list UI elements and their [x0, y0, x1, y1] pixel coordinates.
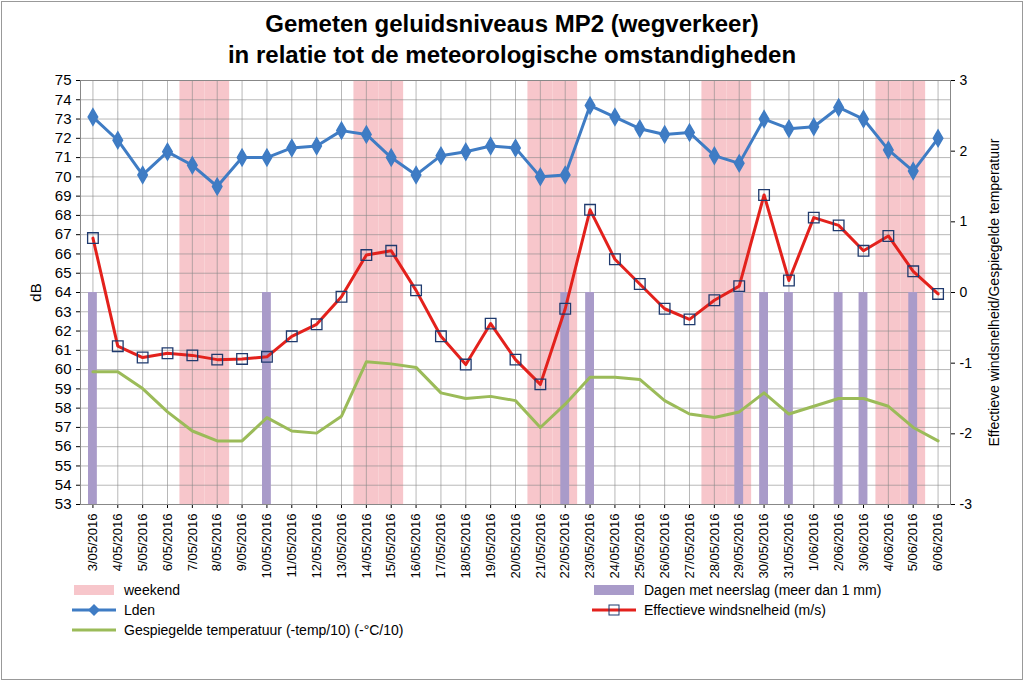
- svg-text:56: 56: [55, 437, 72, 454]
- svg-text:9/05/2016: 9/05/2016: [234, 514, 249, 572]
- svg-text:16/05/2016: 16/05/2016: [408, 514, 423, 579]
- svg-text:74: 74: [55, 91, 72, 108]
- svg-text:1/06/2016: 1/06/2016: [806, 514, 821, 572]
- svg-text:18/05/2016: 18/05/2016: [458, 514, 473, 579]
- svg-text:-1: -1: [960, 355, 973, 371]
- svg-text:6/06/2016: 6/06/2016: [930, 514, 945, 572]
- svg-text:15/05/2016: 15/05/2016: [383, 514, 398, 579]
- html-text:Gemeten geluidsniveaus MP2 (we: Gemeten geluidsniveaus MP2 (wegverkeer): [265, 10, 759, 37]
- svg-text:12/05/2016: 12/05/2016: [309, 514, 324, 579]
- html-text:in relatie tot de meteorologis: in relatie tot de meteorologische omstan…: [228, 41, 796, 68]
- html-text:Lden: Lden: [124, 602, 156, 618]
- svg-text:29/05/2016: 29/05/2016: [731, 514, 746, 579]
- html-text:weekend: weekend: [124, 582, 180, 598]
- svg-text:59: 59: [55, 380, 72, 397]
- svg-text:10/05/2016: 10/05/2016: [259, 514, 274, 579]
- svg-text:Effectieve windsnelheid/Gespie: Effectieve windsnelheid/Gespiegelde temp…: [986, 138, 1002, 446]
- svg-text:75: 75: [55, 71, 72, 88]
- svg-text:5/05/2016: 5/05/2016: [135, 514, 150, 572]
- svg-text:65: 65: [55, 264, 72, 281]
- svg-text:25/05/2016: 25/05/2016: [632, 514, 647, 579]
- svg-text:27/05/2016: 27/05/2016: [682, 514, 697, 579]
- svg-text:57: 57: [55, 418, 72, 435]
- svg-text:66: 66: [55, 245, 72, 262]
- svg-text:26/05/2016: 26/05/2016: [657, 514, 672, 579]
- html-text:Effectieve windsnelheid (m/s): Effectieve windsnelheid (m/s): [644, 602, 826, 618]
- svg-text:30/05/2016: 30/05/2016: [756, 514, 771, 579]
- html-text:Gespiegelde temperatuur (-temp: Gespiegelde temperatuur (-temp/10) (-°C/…: [124, 622, 404, 638]
- svg-text:6/05/2016: 6/05/2016: [160, 514, 175, 572]
- svg-text:58: 58: [55, 399, 72, 416]
- svg-text:2: 2: [960, 143, 968, 159]
- svg-text:3/05/2016: 3/05/2016: [85, 514, 100, 572]
- svg-text:19/05/2016: 19/05/2016: [483, 514, 498, 579]
- svg-text:7/05/2016: 7/05/2016: [185, 514, 200, 572]
- svg-text:61: 61: [55, 341, 72, 358]
- svg-text:24/05/2016: 24/05/2016: [607, 514, 622, 579]
- svg-text:dB: dB: [27, 283, 44, 301]
- svg-text:3: 3: [960, 72, 968, 88]
- svg-text:13/05/2016: 13/05/2016: [334, 514, 349, 579]
- svg-text:-2: -2: [960, 425, 973, 441]
- svg-text:2/06/2016: 2/06/2016: [831, 514, 846, 572]
- svg-text:60: 60: [55, 360, 72, 377]
- svg-text:63: 63: [55, 303, 72, 320]
- svg-text:55: 55: [55, 457, 72, 474]
- svg-text:1: 1: [960, 213, 968, 229]
- svg-text:-3: -3: [960, 496, 973, 512]
- svg-text:68: 68: [55, 206, 72, 223]
- svg-text:31/05/2016: 31/05/2016: [781, 514, 796, 579]
- svg-text:72: 72: [55, 129, 72, 146]
- svg-text:11/05/2016: 11/05/2016: [284, 514, 299, 578]
- svg-text:62: 62: [55, 322, 72, 339]
- svg-text:73: 73: [55, 110, 72, 127]
- svg-text:3/06/2016: 3/06/2016: [856, 514, 871, 572]
- svg-text:71: 71: [55, 148, 72, 165]
- svg-text:23/05/2016: 23/05/2016: [582, 514, 597, 579]
- svg-text:54: 54: [55, 476, 72, 493]
- svg-text:8/05/2016: 8/05/2016: [209, 514, 224, 572]
- svg-text:22/05/2016: 22/05/2016: [557, 514, 572, 579]
- svg-text:70: 70: [55, 168, 72, 185]
- svg-text:53: 53: [55, 495, 72, 512]
- svg-text:14/05/2016: 14/05/2016: [359, 514, 374, 579]
- html-text:Dagen met neerslag (meer dan 1: Dagen met neerslag (meer dan 1 mm): [644, 582, 882, 598]
- svg-text:67: 67: [55, 225, 72, 242]
- svg-text:4/05/2016: 4/05/2016: [110, 514, 125, 572]
- svg-text:20/05/2016: 20/05/2016: [508, 514, 523, 579]
- svg-text:69: 69: [55, 187, 72, 204]
- svg-text:5/06/2016: 5/06/2016: [905, 514, 920, 572]
- svg-text:17/05/2016: 17/05/2016: [433, 514, 448, 579]
- svg-text:21/05/2016: 21/05/2016: [533, 514, 548, 579]
- svg-text:0: 0: [960, 284, 968, 300]
- svg-text:64: 64: [55, 283, 72, 300]
- svg-text:4/06/2016: 4/06/2016: [881, 514, 896, 572]
- svg-text:28/05/2016: 28/05/2016: [707, 514, 722, 579]
